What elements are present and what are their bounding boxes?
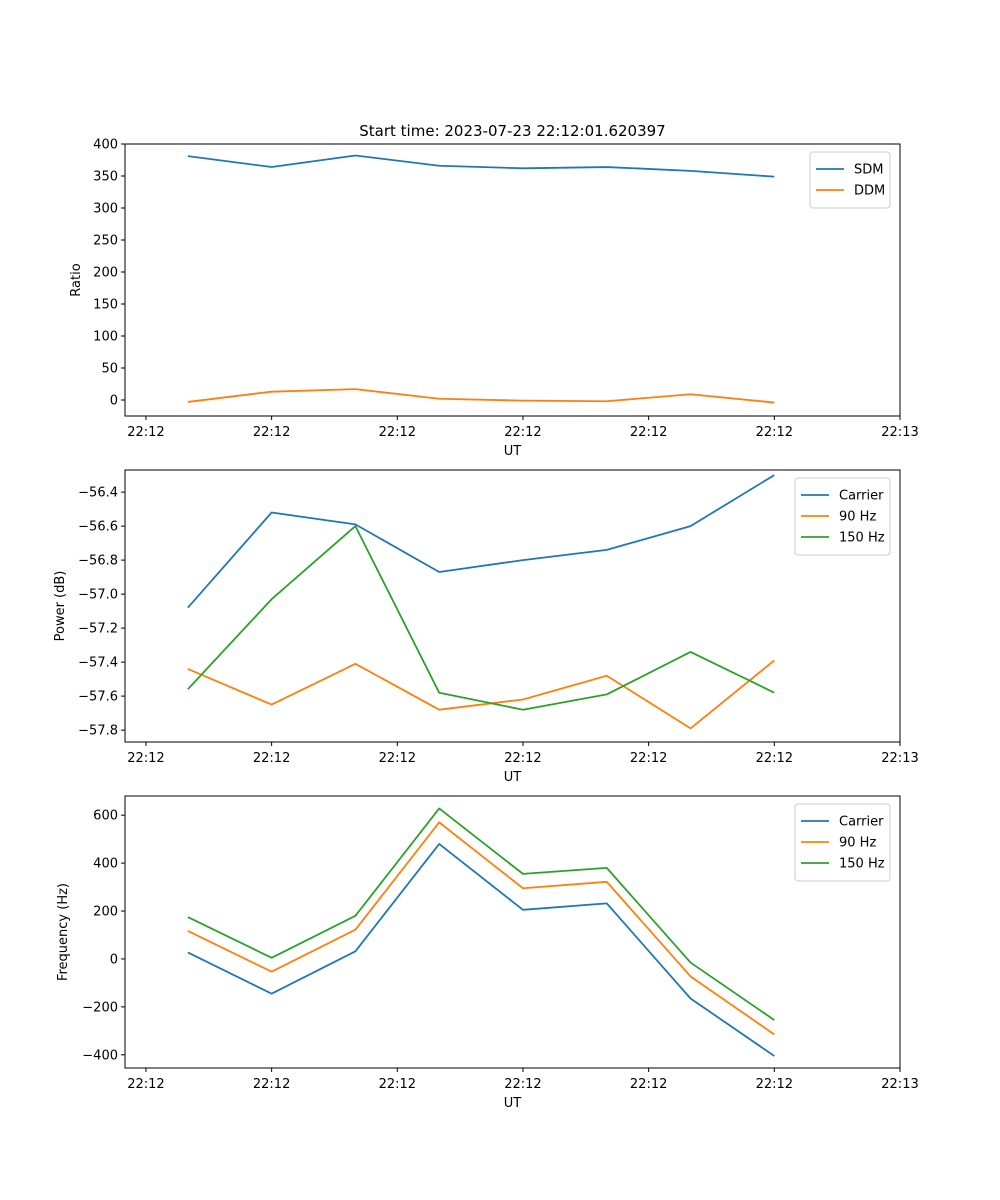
x-tick-label: 22:13 <box>881 751 918 766</box>
x-tick-label: 22:12 <box>253 751 290 766</box>
y-tick-label: −57.0 <box>78 588 118 603</box>
y-tick-label: 600 <box>93 809 118 824</box>
x-axis-label: UT <box>504 770 522 785</box>
y-tick-label: 200 <box>93 905 118 920</box>
series-line-150-hz <box>187 807 775 1021</box>
x-tick-label: 22:13 <box>881 425 918 440</box>
figure-title: Start time: 2023-07-23 22:12:01.620397 <box>359 122 665 140</box>
legend-label: Carrier <box>839 489 884 504</box>
legend: Carrier 90 Hz 150 Hz <box>794 477 891 556</box>
series-line-150-hz <box>187 525 775 711</box>
series-line-90-hz <box>187 659 775 730</box>
axes-frame <box>124 469 901 743</box>
x-tick-label: 22:12 <box>756 751 793 766</box>
subplots: 0 50 100 150 200 250 300 350 400 22:12 22:12 22:12 2… <box>53 138 919 1112</box>
subplot-3: −400 −200 0 200 400 600 22:12 22:12 22:12 22:12 22… <box>56 795 919 1111</box>
y-tick-label: 400 <box>93 857 118 872</box>
axes-frame <box>124 795 901 1069</box>
y-axis-label: Frequency (Hz) <box>56 883 71 981</box>
y-axis-label: Power (dB) <box>53 571 68 642</box>
subplot-2: −57.8 −57.6 −57.4 −57.2 −57.0 −56.8 −56.6 −56.4… <box>53 469 919 785</box>
y-tick-label: −56.8 <box>78 554 118 569</box>
x-tick-label: 22:13 <box>881 1077 918 1092</box>
legend: Carrier 90 Hz 150 Hz <box>794 803 891 882</box>
x-tick-label: 22:12 <box>379 1077 416 1092</box>
x-tick-label: 22:12 <box>630 425 667 440</box>
y-tick-label: 400 <box>93 138 118 153</box>
y-tick-label: 100 <box>93 330 118 345</box>
series-line-carrier <box>187 843 775 1057</box>
legend-label: 150 Hz <box>839 857 885 872</box>
x-tick-label: 22:12 <box>379 425 416 440</box>
y-tick-label: −400 <box>82 1048 118 1063</box>
y-tick-label: −57.6 <box>78 690 118 705</box>
subplot-1: 0 50 100 150 200 250 300 350 400 22:12 22:12 22:12 2… <box>69 138 919 460</box>
x-tick-label: 22:12 <box>127 425 164 440</box>
x-tick-label: 22:12 <box>504 425 541 440</box>
y-tick-label: 50 <box>101 362 118 377</box>
x-tick-label: 22:12 <box>504 1077 541 1092</box>
y-tick-label: −56.6 <box>78 520 118 535</box>
y-tick-label: 300 <box>93 202 118 217</box>
legend-label: SDM <box>854 163 883 178</box>
y-tick-label: 250 <box>93 234 118 249</box>
x-axis-label: UT <box>504 444 522 459</box>
legend-label: 90 Hz <box>839 510 876 525</box>
x-tick-label: 22:12 <box>127 1077 164 1092</box>
legend-box <box>809 151 891 209</box>
y-tick-label: −200 <box>82 1000 118 1015</box>
legend-box <box>794 803 891 882</box>
axes-frame <box>124 143 901 417</box>
y-tick-label: 0 <box>110 394 118 409</box>
x-axis-label: UT <box>504 1096 522 1111</box>
legend-label: Carrier <box>839 815 884 830</box>
x-tick-label: 22:12 <box>253 425 290 440</box>
x-tick-label: 22:12 <box>630 1077 667 1092</box>
y-tick-label: 150 <box>93 298 118 313</box>
legend-box <box>794 477 891 556</box>
series-line-carrier <box>187 474 775 609</box>
y-tick-label: 200 <box>93 266 118 281</box>
y-axis-label: Ratio <box>69 263 84 296</box>
series-line-90-hz <box>187 821 775 1036</box>
y-tick-label: −56.4 <box>78 486 118 501</box>
legend-label: 150 Hz <box>839 531 885 546</box>
series-line-ddm <box>187 388 775 404</box>
legend-label: 90 Hz <box>839 836 876 851</box>
legend: SDM DDM <box>809 151 891 209</box>
x-tick-label: 22:12 <box>379 751 416 766</box>
x-tick-label: 22:12 <box>756 1077 793 1092</box>
x-tick-label: 22:12 <box>504 751 541 766</box>
x-tick-label: 22:12 <box>253 1077 290 1092</box>
y-tick-label: −57.8 <box>78 724 118 739</box>
legend-label: DDM <box>854 184 885 199</box>
x-tick-label: 22:12 <box>127 751 164 766</box>
x-tick-label: 22:12 <box>756 425 793 440</box>
x-tick-label: 22:12 <box>630 751 667 766</box>
series-line-sdm <box>187 154 775 178</box>
y-tick-label: 0 <box>110 952 118 967</box>
y-tick-label: −57.2 <box>78 622 118 637</box>
y-tick-label: −57.4 <box>78 656 118 671</box>
y-tick-label: 350 <box>93 170 118 185</box>
